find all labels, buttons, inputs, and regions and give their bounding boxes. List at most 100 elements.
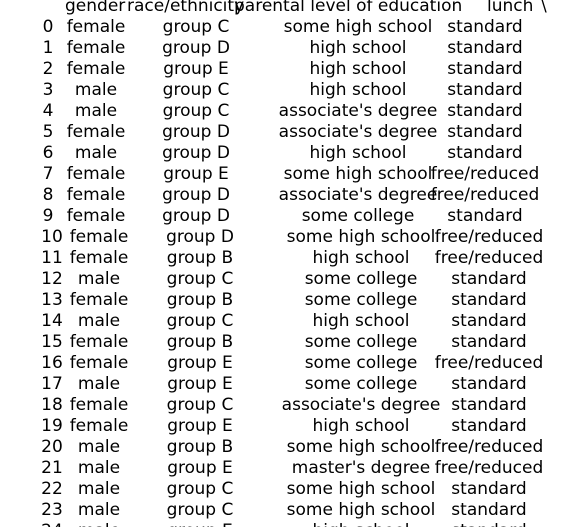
row-education: high school xyxy=(312,416,410,436)
row-lunch: standard xyxy=(447,59,523,79)
table-row: 10 female group D some high school free/redu… xyxy=(0,227,577,248)
row-gender: male xyxy=(77,479,121,499)
row-lunch: standard xyxy=(451,311,527,331)
row-gender: female xyxy=(69,227,129,247)
row-index: 6 xyxy=(42,143,54,163)
row-education: some high school xyxy=(283,164,433,184)
row-race: group E xyxy=(167,416,233,436)
row-race: group D xyxy=(166,227,234,247)
row-lunch: standard xyxy=(447,17,523,37)
table-row: 21 male group E master's degree free/reduced xyxy=(0,458,577,479)
row-education: some high school xyxy=(286,500,436,520)
row-gender: female xyxy=(66,206,126,226)
row-education: some college xyxy=(301,206,415,226)
row-race: group D xyxy=(162,38,230,58)
row-gender: female xyxy=(69,416,129,436)
row-index: 22 xyxy=(41,479,63,499)
row-gender: female xyxy=(66,38,126,58)
row-education: some college xyxy=(304,374,418,394)
row-race: group E xyxy=(167,458,233,478)
row-education: associate's degree xyxy=(281,395,441,415)
row-lunch: standard xyxy=(451,269,527,289)
header-education: parental level of education xyxy=(234,0,463,16)
row-lunch: standard xyxy=(451,479,527,499)
row-race: group C xyxy=(162,101,230,121)
table-row: 5 female group D associate's degree standard xyxy=(0,122,577,143)
row-race: group C xyxy=(166,500,234,520)
row-education: master's degree xyxy=(291,458,431,478)
header-continuation: \ xyxy=(541,0,547,16)
row-lunch: standard xyxy=(447,101,523,121)
row-race: group C xyxy=(162,80,230,100)
row-race: group C xyxy=(166,311,234,331)
row-race: group C xyxy=(166,395,234,415)
row-race: group E xyxy=(167,374,233,394)
row-lunch: standard xyxy=(451,500,527,520)
table-row: 7 female group E some high school free/reduc… xyxy=(0,164,577,185)
table-row: 13 female group B some college standard xyxy=(0,290,577,311)
table-row: 20 male group B some high school free/reduce… xyxy=(0,437,577,458)
header-race: race/ethnicity xyxy=(127,0,245,16)
row-education: some high school xyxy=(283,17,433,37)
row-index: 19 xyxy=(41,416,63,436)
table-row: 15 female group B some college standard xyxy=(0,332,577,353)
row-lunch: standard xyxy=(451,416,527,436)
row-lunch: free/reduced xyxy=(434,227,544,247)
table-row: 9 female group D some college standard xyxy=(0,206,577,227)
row-index: 24 xyxy=(41,521,63,527)
row-lunch: standard xyxy=(451,521,526,527)
row-gender: male xyxy=(78,521,120,527)
row-gender: female xyxy=(66,185,126,205)
row-index: 23 xyxy=(41,500,63,520)
header-gender: gender xyxy=(65,0,126,16)
row-gender: male xyxy=(77,500,121,520)
row-race: group E xyxy=(167,353,233,373)
table-row: 6 male group D high school standard xyxy=(0,143,577,164)
row-index: 2 xyxy=(42,59,54,79)
row-race: group B xyxy=(166,332,234,352)
row-race: group E xyxy=(163,59,229,79)
row-race: group D xyxy=(162,185,230,205)
header-row: gender race/ethnicity parental level of … xyxy=(0,0,577,17)
row-index: 16 xyxy=(41,353,63,373)
row-education: high school xyxy=(309,59,407,79)
row-education: associate's degree xyxy=(278,185,438,205)
row-gender: male xyxy=(74,80,118,100)
row-race: group D xyxy=(162,206,230,226)
row-gender: female xyxy=(69,290,129,310)
row-index: 0 xyxy=(42,17,54,37)
row-lunch: standard xyxy=(447,80,523,100)
row-lunch: standard xyxy=(451,290,527,310)
row-education: high school xyxy=(309,143,407,163)
row-education: some high school xyxy=(286,227,436,247)
row-index: 14 xyxy=(41,311,63,331)
table-row: 0 female group C some high school standard xyxy=(0,17,577,38)
table-row: 8 female group D associate's degree free/red… xyxy=(0,185,577,206)
row-race: group C xyxy=(162,17,230,37)
header-lunch: lunch xyxy=(487,0,534,16)
row-lunch: standard xyxy=(451,332,527,352)
table-row: 12 male group C some college standard xyxy=(0,269,577,290)
table-row: 24 male group E high school standard xyxy=(0,521,577,527)
row-lunch: standard xyxy=(447,206,523,226)
row-lunch: free/reduced xyxy=(430,164,540,184)
row-education: some college xyxy=(304,269,418,289)
row-index: 21 xyxy=(41,458,63,478)
row-lunch: free/reduced xyxy=(434,353,544,373)
row-gender: male xyxy=(77,437,121,457)
table-row: 14 male group C high school standard xyxy=(0,311,577,332)
row-lunch: standard xyxy=(447,143,523,163)
row-race: group D xyxy=(162,122,230,142)
row-gender: male xyxy=(74,101,118,121)
row-index: 17 xyxy=(41,374,63,394)
row-education: high school xyxy=(309,80,407,100)
row-lunch: free/reduced xyxy=(434,248,544,268)
row-gender: female xyxy=(66,164,126,184)
row-index: 4 xyxy=(42,101,54,121)
table-row: 3 male group C high school standard xyxy=(0,80,577,101)
row-education: high school xyxy=(313,521,410,527)
row-race: group B xyxy=(166,290,234,310)
row-gender: male xyxy=(74,143,118,163)
row-education: high school xyxy=(312,311,410,331)
